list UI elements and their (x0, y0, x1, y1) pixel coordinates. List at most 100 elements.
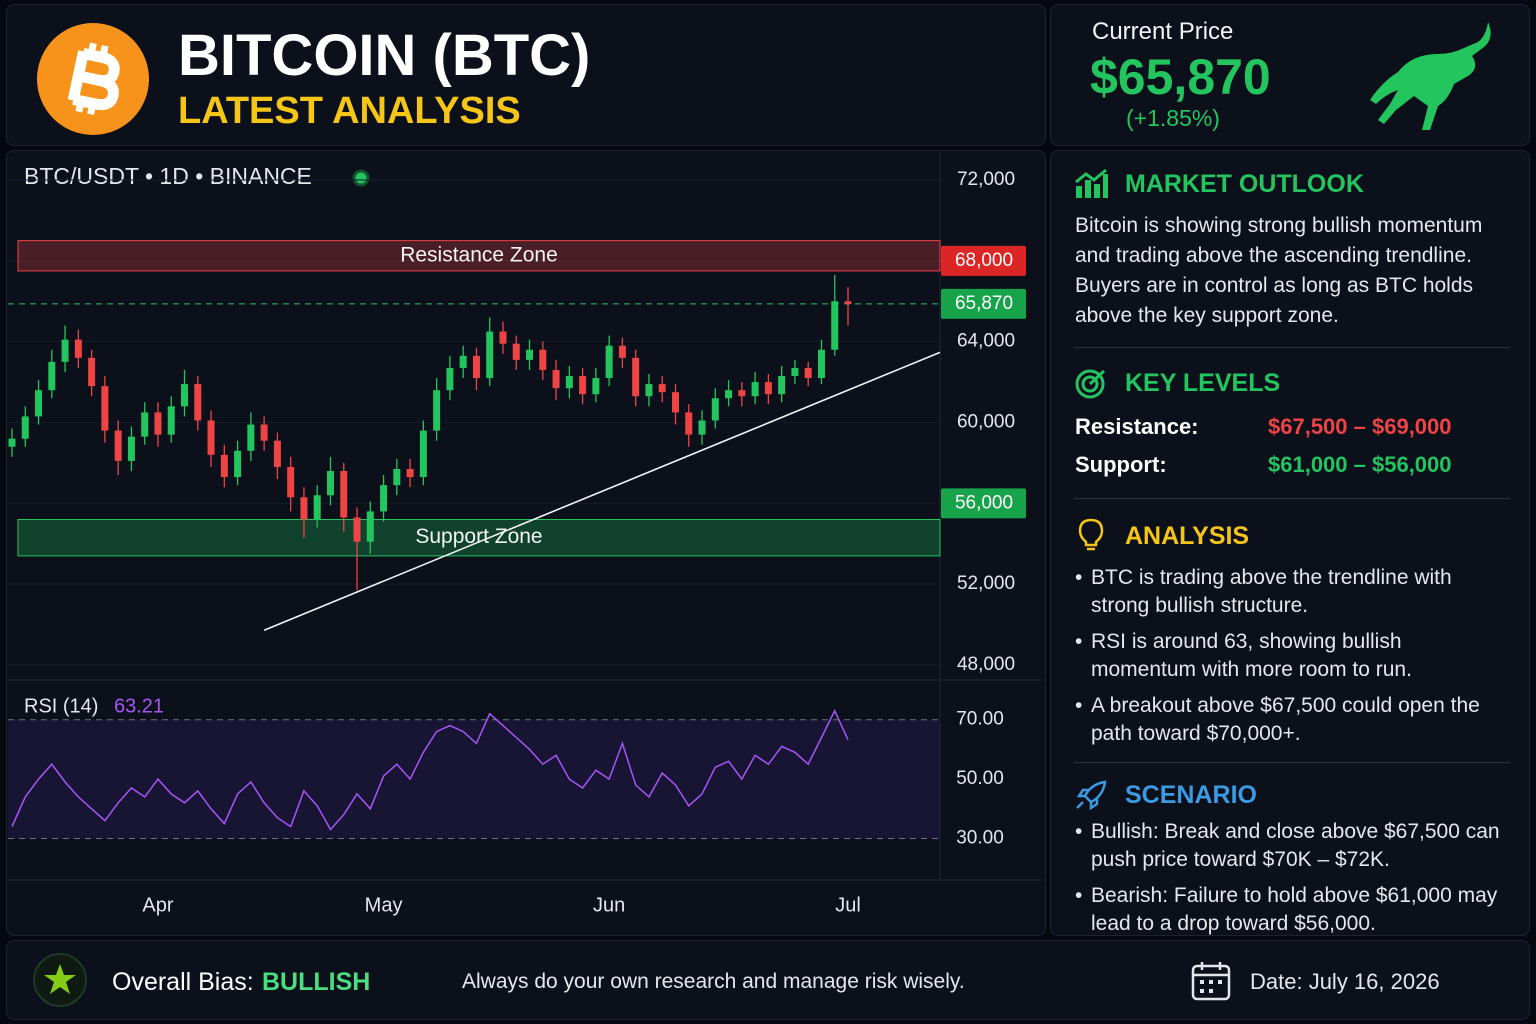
candle-body (194, 384, 202, 421)
chart-title: BTC/USDT • 1D • BINANCE (24, 163, 312, 189)
candle-body (632, 357, 640, 397)
candle-body (499, 331, 507, 344)
price-badge (941, 245, 1026, 276)
candle-body (207, 420, 215, 455)
zone (17, 240, 941, 272)
candle-body (433, 390, 441, 431)
section-title: MARKET OUTLOOK (1125, 170, 1364, 198)
candle-body (260, 424, 268, 441)
bullet: Bullish: Break and close above $67,500 c… (1075, 818, 1505, 874)
live-dot (352, 169, 370, 187)
outlook-icon (1075, 168, 1108, 198)
rsi-title: RSI (14) (24, 695, 98, 717)
bitcoin-logo (37, 23, 149, 135)
y-tick-label: 64,000 (957, 331, 1015, 352)
y-tick-label: 60,000 (957, 412, 1015, 433)
candle-body (685, 412, 693, 435)
candle-body (61, 339, 69, 362)
candle-body (167, 406, 175, 435)
analysis-list: BTC is trading above the trendline with … (1075, 564, 1505, 756)
candle-body (127, 436, 135, 461)
candle-body (181, 384, 189, 407)
candle-body (300, 497, 308, 520)
candle-body (844, 301, 852, 304)
candle-body (366, 511, 374, 542)
candle-body (114, 430, 122, 461)
candle-body (486, 331, 494, 379)
zone-label: Support Zone (415, 525, 542, 548)
candle-body (778, 376, 786, 395)
price-value: $65,870 (1090, 49, 1271, 105)
price-badge (941, 488, 1026, 519)
header-panel (6, 4, 1046, 146)
x-tick-label: Apr (142, 894, 173, 916)
candle-body (804, 367, 812, 379)
rsi-value: 63.21 (114, 695, 164, 717)
candle-body (154, 412, 162, 435)
candle-body (406, 468, 414, 478)
candle-body (35, 390, 43, 417)
candle-body (817, 349, 825, 379)
candle-body (472, 355, 480, 379)
level-label: Resistance: (1075, 414, 1199, 439)
candle-body (393, 468, 401, 486)
target-icon (1075, 369, 1106, 399)
x-tick-label: May (365, 894, 403, 916)
candle-body (738, 390, 746, 397)
candle-body (725, 390, 733, 399)
price-badge (941, 288, 1026, 319)
bullet: A breakout above $67,500 could open the … (1075, 692, 1505, 748)
level-label: Support: (1075, 452, 1167, 477)
x-tick-label: Jun (593, 894, 625, 916)
candle-body (340, 471, 348, 518)
candle-body (592, 378, 600, 395)
bullet: RSI is around 63, showing bullish moment… (1075, 628, 1505, 684)
candle-body (8, 438, 16, 447)
price-badge-label: 56,000 (955, 492, 1013, 513)
candle-body (459, 355, 467, 368)
scenario-list: Bullish: Break and close above $67,500 c… (1075, 818, 1505, 946)
page-subtitle: LATEST ANALYSIS (178, 90, 521, 132)
candle-body (751, 382, 759, 397)
candle-body (526, 349, 534, 360)
candle-body (579, 376, 587, 395)
level-value: $61,000 – $56,000 (1268, 452, 1452, 477)
section-title: ANALYSIS (1125, 522, 1250, 550)
candle-body (512, 343, 520, 360)
price-label: Current Price (1092, 18, 1234, 45)
bias-label: Overall Bias: (112, 968, 254, 996)
candle-body (539, 349, 547, 370)
candle-body (88, 357, 96, 387)
candle-body (273, 440, 281, 467)
candle-body (380, 485, 388, 512)
x-tick-label: Jul (835, 894, 861, 916)
rocket-icon (1076, 780, 1107, 810)
candle-body (234, 450, 242, 478)
bullet: Bearish: Failure to hold above $61,000 m… (1075, 882, 1505, 938)
candle-body (313, 495, 321, 520)
separator (1074, 762, 1510, 763)
candle-body (698, 420, 706, 435)
candle-body (658, 384, 666, 393)
bullet: BTC is trading above the trendline with … (1075, 564, 1505, 620)
bull-icon (1370, 22, 1491, 130)
y-tick-label: 72,000 (957, 169, 1015, 190)
y-tick-label: 50.00 (956, 768, 1004, 789)
candle-body (21, 416, 29, 439)
footer-panel (6, 940, 1530, 1020)
candle-body (48, 361, 56, 391)
bulb-icon (1078, 518, 1104, 551)
calendar-icon (1191, 962, 1231, 1001)
candle-body (446, 367, 454, 391)
candle-body (831, 301, 839, 350)
candle-body (74, 339, 82, 358)
candle-body (618, 345, 626, 358)
candle-body (791, 367, 799, 377)
zone (17, 519, 941, 557)
candle-body (220, 454, 228, 478)
outlook-text: Bitcoin is showing strong bullish moment… (1075, 214, 1483, 327)
star-icon (33, 953, 87, 1007)
price-badge-label: 65,870 (955, 293, 1013, 314)
page-title: BITCOIN (BTC) (178, 23, 591, 88)
